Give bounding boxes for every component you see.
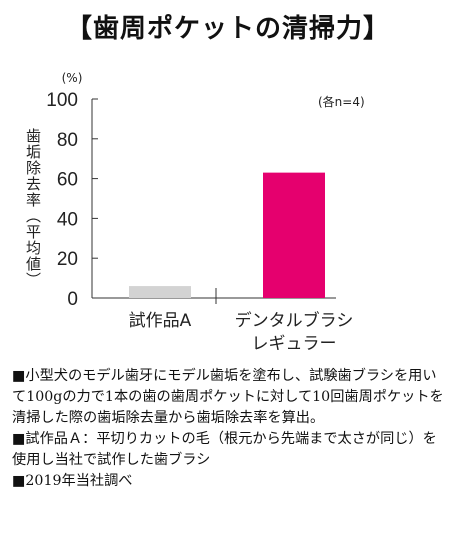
bar-chart: 0 20 40 60 80 100 (%) 歯垢除去率（平均値） (各n=4) 試作品A デンタルブ… (24, 71, 365, 354)
chart-title: 【歯周ポケットの清掃力】 (65, 14, 390, 44)
y-tick-label: 60 (57, 170, 78, 191)
bar-dental-brush-regular (263, 172, 325, 298)
y-unit-label: (%) (62, 71, 83, 85)
footnote-method: ■小型犬のモデル歯牙にモデル歯垢を塗布し、試験歯ブラシを用いて100gの力で1本… (12, 368, 444, 426)
x-category-label: レギュラー (252, 334, 337, 354)
y-tick-label: 20 (57, 249, 78, 270)
footnote-prototype: ■試作品Ａ：平切りカットの毛（根元から先端まで太さが同じ）を使用し当社で試作した… (12, 431, 437, 468)
y-tick-label: 40 (57, 209, 78, 230)
x-category-label: デンタルブラシ (235, 310, 354, 331)
sample-size-annotation: (各n=4) (318, 94, 365, 109)
y-tick-label: 80 (57, 130, 78, 151)
footnotes: ■小型犬のモデル歯牙にモデル歯垢を塗布し、試験歯ブラシを用いて100gの力で1本… (12, 366, 448, 492)
bar-prototype-a (129, 286, 191, 298)
y-tick-label: 100 (46, 90, 78, 111)
x-category-label: 試作品A (129, 311, 192, 331)
footnote-source: ■2019年当社調べ (12, 473, 133, 489)
y-axis-label: 歯垢除去率（平均値） (24, 128, 42, 288)
y-tick-label: 0 (67, 289, 78, 310)
